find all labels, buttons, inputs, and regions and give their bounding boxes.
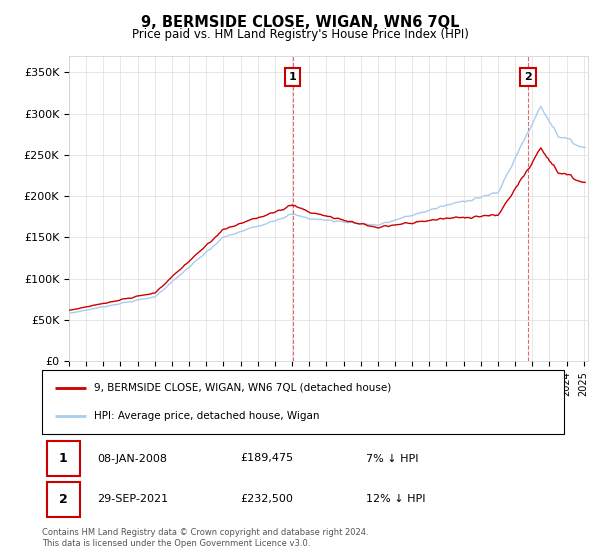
Text: 12% ↓ HPI: 12% ↓ HPI [365, 494, 425, 505]
Text: Price paid vs. HM Land Registry's House Price Index (HPI): Price paid vs. HM Land Registry's House … [131, 28, 469, 41]
Text: 7% ↓ HPI: 7% ↓ HPI [365, 454, 418, 464]
Text: 2: 2 [524, 72, 532, 82]
Bar [47, 482, 80, 517]
Text: 9, BERMSIDE CLOSE, WIGAN, WN6 7QL (detached house): 9, BERMSIDE CLOSE, WIGAN, WN6 7QL (detac… [94, 382, 391, 393]
Text: Contains HM Land Registry data © Crown copyright and database right 2024.
This d: Contains HM Land Registry data © Crown c… [42, 528, 368, 548]
Text: 08-JAN-2008: 08-JAN-2008 [97, 454, 167, 464]
Bar [47, 441, 80, 476]
Text: 1: 1 [289, 72, 296, 82]
Text: 9, BERMSIDE CLOSE, WIGAN, WN6 7QL: 9, BERMSIDE CLOSE, WIGAN, WN6 7QL [141, 15, 459, 30]
Text: £232,500: £232,500 [241, 494, 293, 505]
Text: 29-SEP-2021: 29-SEP-2021 [97, 494, 168, 505]
Text: 1: 1 [59, 452, 68, 465]
Text: HPI: Average price, detached house, Wigan: HPI: Average price, detached house, Wiga… [94, 411, 320, 421]
Text: 2: 2 [59, 493, 68, 506]
Text: £189,475: £189,475 [241, 454, 293, 464]
